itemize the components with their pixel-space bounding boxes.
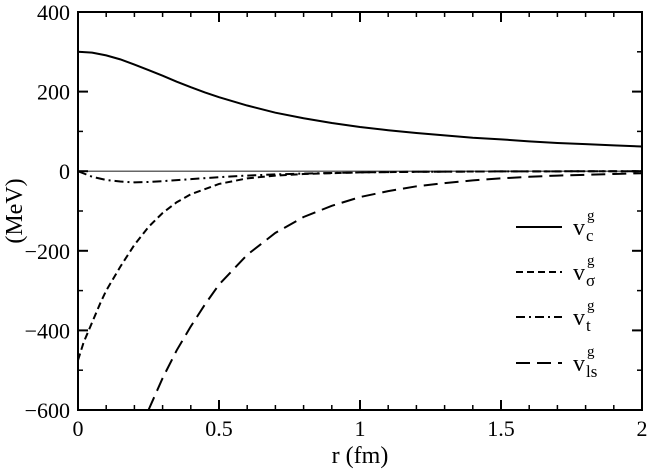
legend-label: v xyxy=(573,215,585,241)
y-tick-label: 400 xyxy=(37,0,70,25)
y-tick-label: 0 xyxy=(59,159,70,184)
legend-label: v xyxy=(573,260,585,286)
y-tick-label: −400 xyxy=(25,318,70,343)
x-tick-label: 1.5 xyxy=(487,416,515,441)
legend-entry: v gσ xyxy=(516,253,595,290)
y-axis-label: (MeV) xyxy=(2,178,28,243)
x-tick-label: 1 xyxy=(355,416,366,441)
legend-label-subscript: t xyxy=(586,316,591,335)
x-tick-label: 0.5 xyxy=(205,416,233,441)
legend-label-superscript: g xyxy=(587,344,595,360)
legend-label: v xyxy=(573,305,585,331)
x-tick-label: 0 xyxy=(73,416,84,441)
series-line-4 xyxy=(147,172,643,411)
legend-label-superscript: g xyxy=(587,208,595,224)
x-axis-label: r (fm) xyxy=(332,443,389,469)
legend-label-superscript: g xyxy=(587,298,595,314)
series-line-2 xyxy=(77,170,643,361)
legend: v gcv gσv gtv gls xyxy=(516,208,597,381)
y-tick-label: 200 xyxy=(37,80,70,105)
legend-entry: v g ls xyxy=(516,344,597,381)
legend-entry: v gt xyxy=(516,298,595,335)
y-tick-label: −600 xyxy=(25,398,70,423)
series-line-3 xyxy=(77,170,643,184)
y-tick-label: −200 xyxy=(25,239,70,264)
legend-label-superscript: g xyxy=(587,253,595,269)
legend-label: v xyxy=(573,351,585,377)
legend-label-subscript: σ xyxy=(586,271,595,290)
plot-frame xyxy=(77,11,643,411)
legend-entry: v gc xyxy=(516,208,595,245)
legend-label-subscript: ls xyxy=(586,362,597,381)
series-line-1 xyxy=(77,50,643,148)
x-tick-label: 2 xyxy=(637,416,648,441)
legend-label-subscript: c xyxy=(586,226,594,245)
